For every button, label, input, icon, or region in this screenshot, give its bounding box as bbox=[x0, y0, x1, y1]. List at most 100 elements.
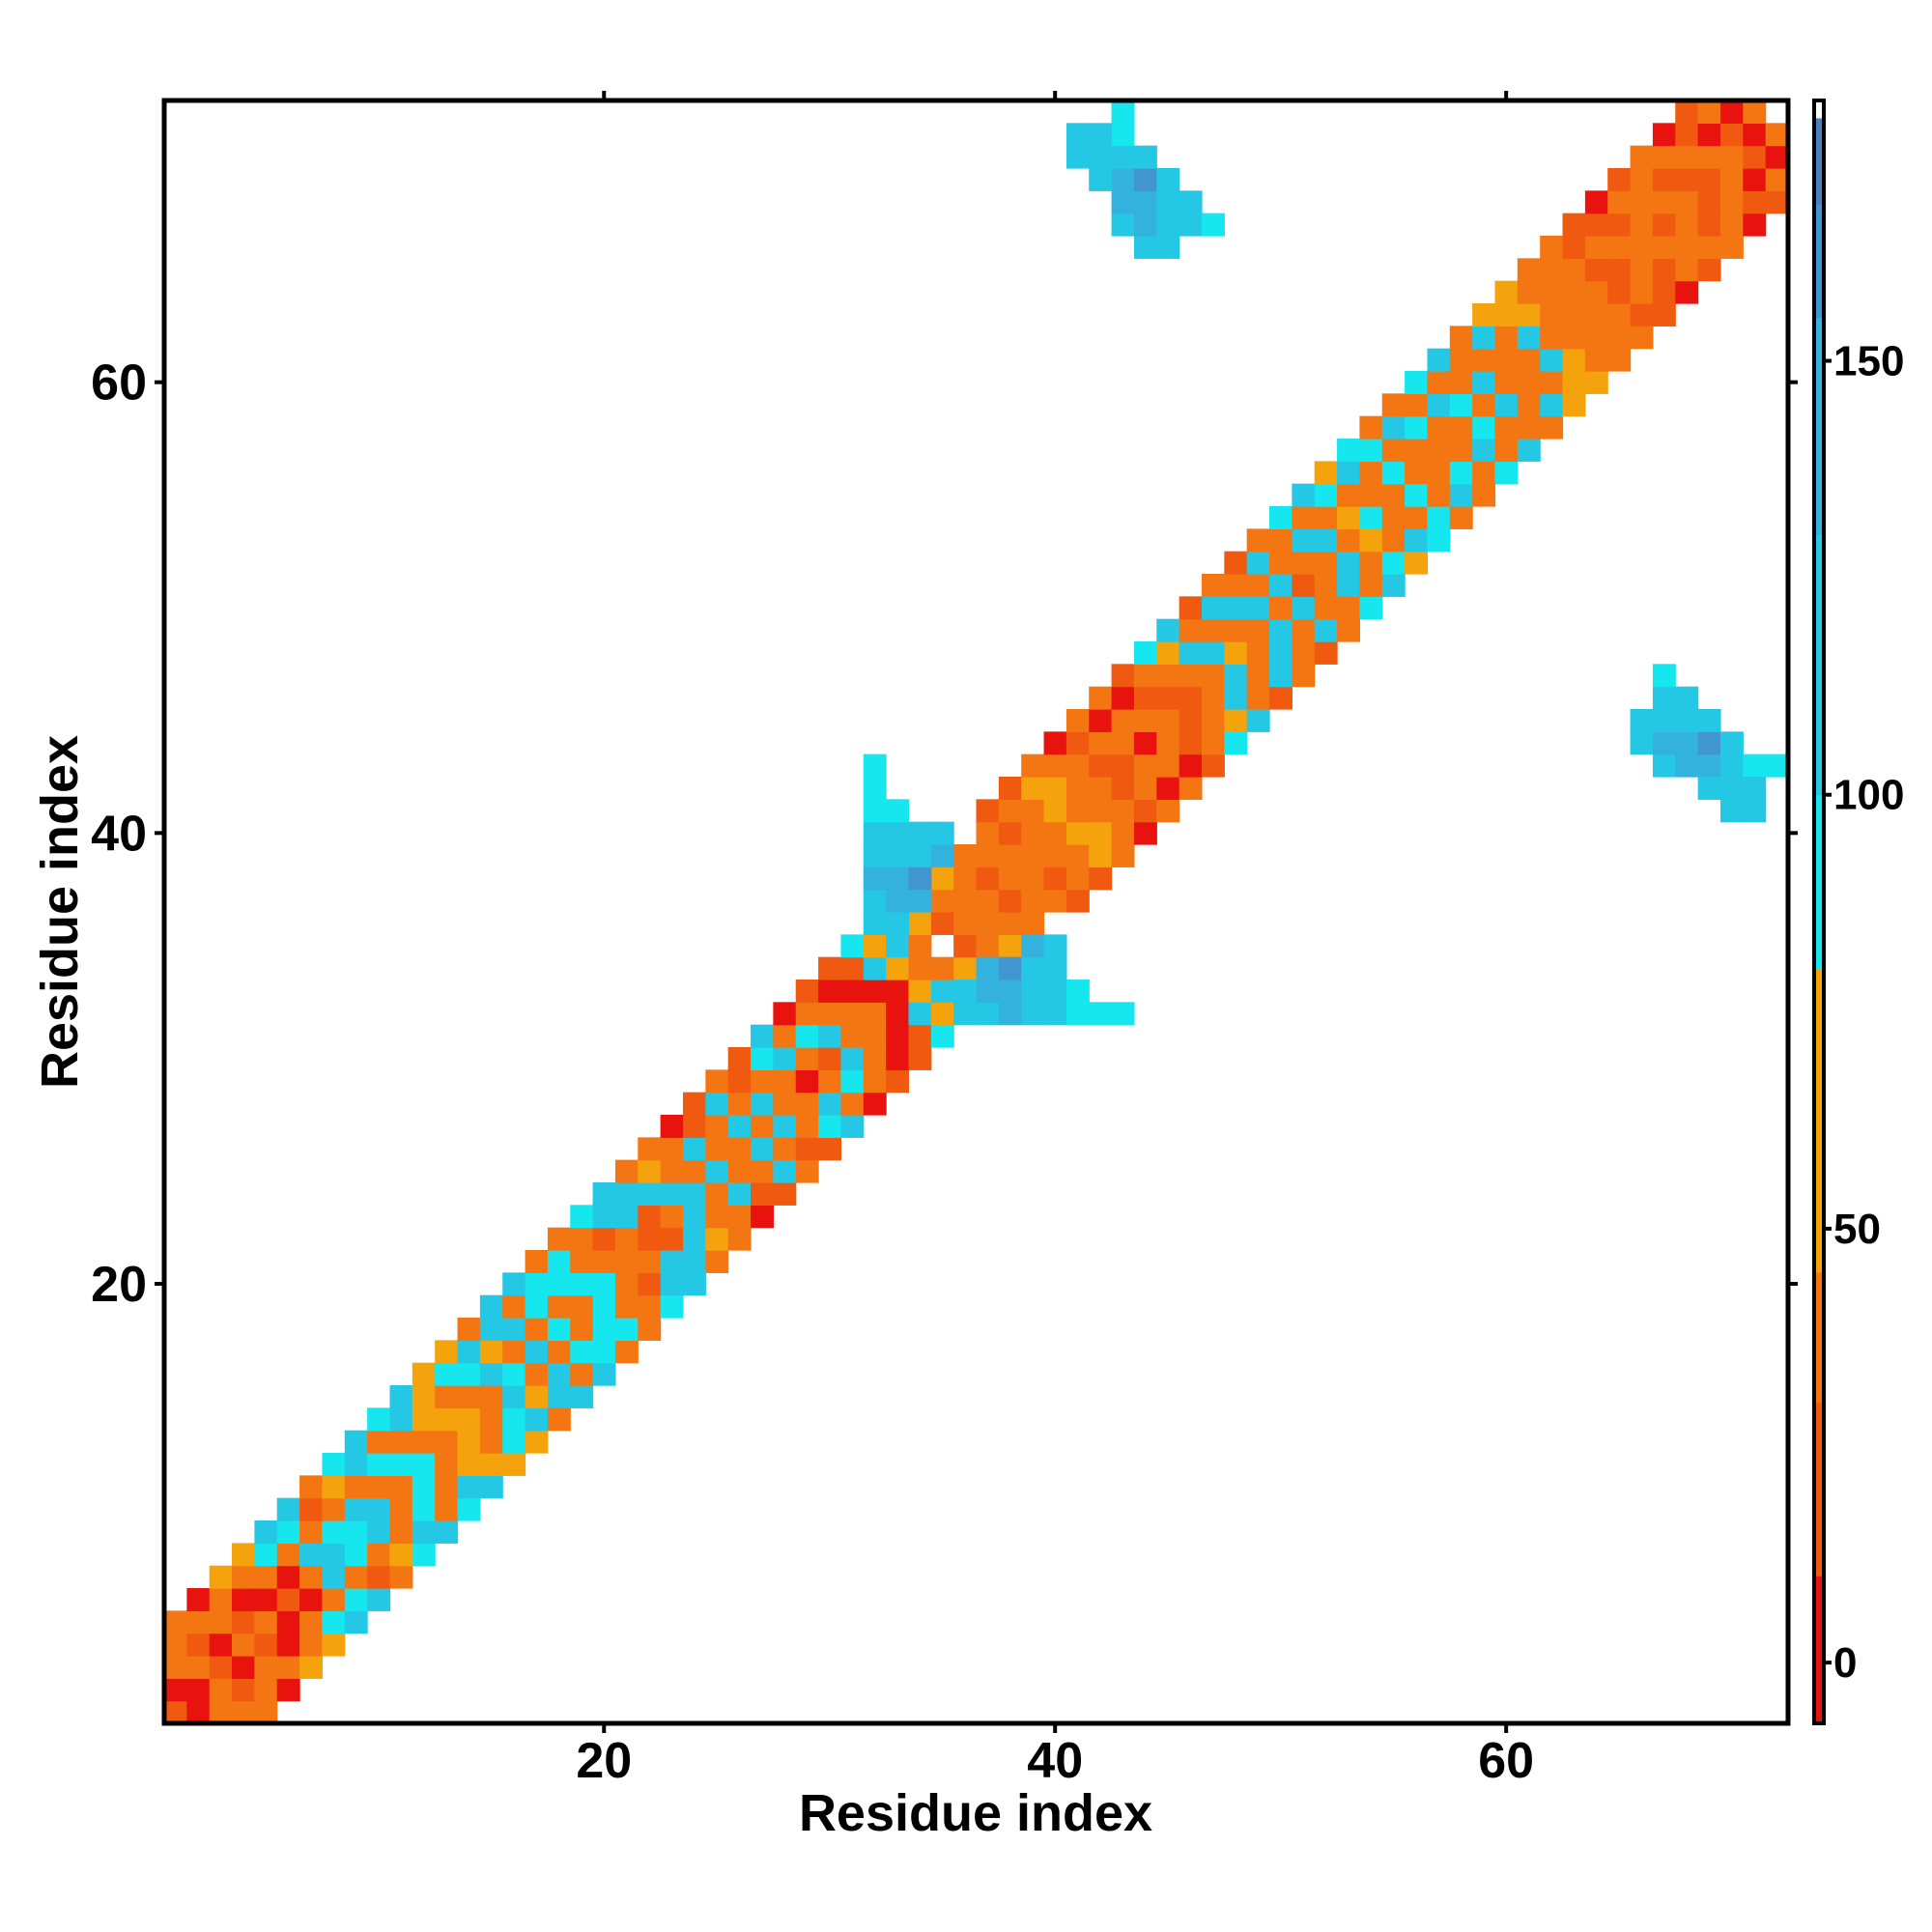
heatmap-cell bbox=[1269, 686, 1293, 710]
heatmap-cell bbox=[1697, 213, 1721, 237]
heatmap-cell bbox=[1089, 799, 1113, 823]
heatmap-cell bbox=[1043, 844, 1067, 867]
heatmap-cell bbox=[953, 980, 978, 1003]
heatmap-cell bbox=[1224, 551, 1248, 575]
heatmap-cell bbox=[1314, 483, 1338, 507]
heatmap-cell bbox=[1133, 168, 1157, 191]
heatmap-cell bbox=[1719, 190, 1744, 214]
plot-frame bbox=[161, 98, 1791, 1726]
heatmap-cell bbox=[1517, 258, 1541, 282]
heatmap-cell bbox=[1089, 686, 1113, 710]
heatmap-cell bbox=[525, 1385, 549, 1408]
heatmap-cell bbox=[863, 821, 887, 845]
heatmap-cell bbox=[525, 1318, 549, 1341]
heatmap-cell bbox=[1043, 980, 1067, 1003]
heatmap-cell bbox=[1269, 596, 1293, 620]
heatmap-cell bbox=[1607, 348, 1632, 372]
heatmap-cell bbox=[1517, 439, 1541, 462]
heatmap-cell bbox=[1179, 686, 1203, 710]
heatmap-cell bbox=[840, 980, 865, 1003]
heatmap-cell bbox=[479, 1430, 503, 1454]
heatmap-cell bbox=[1675, 100, 1699, 124]
heatmap-cell bbox=[1743, 190, 1767, 214]
heatmap-cell bbox=[1719, 100, 1744, 124]
heatmap-cell bbox=[525, 1294, 549, 1319]
heatmap-cell bbox=[412, 1497, 436, 1521]
heatmap-cell bbox=[1427, 415, 1451, 440]
heatmap-cell bbox=[1540, 258, 1564, 282]
heatmap-cell bbox=[1065, 1002, 1090, 1026]
colorbar-segment bbox=[1814, 1402, 1824, 1577]
heatmap-cell bbox=[930, 956, 954, 980]
heatmap-cell bbox=[1652, 753, 1676, 778]
heatmap-cell bbox=[1540, 415, 1564, 440]
heatmap-cell bbox=[1359, 596, 1383, 620]
heatmap-cell bbox=[457, 1430, 481, 1454]
heatmap-cell bbox=[1652, 168, 1676, 191]
heatmap-cell bbox=[276, 1678, 300, 1702]
heatmap-cell bbox=[1607, 303, 1632, 327]
heatmap-cell bbox=[1156, 799, 1180, 823]
heatmap-cell bbox=[1719, 799, 1744, 823]
heatmap-cell bbox=[1246, 709, 1270, 732]
heatmap-cell bbox=[435, 1385, 459, 1408]
heatmap-cell bbox=[1584, 326, 1608, 350]
heatmap-cell bbox=[818, 1137, 842, 1161]
heatmap-cell bbox=[908, 934, 932, 958]
heatmap-cell bbox=[1043, 753, 1067, 778]
heatmap-cell bbox=[322, 1633, 346, 1657]
heatmap-cell bbox=[389, 1543, 413, 1567]
heatmap-cell bbox=[930, 821, 954, 845]
heatmap-cell bbox=[525, 1407, 549, 1432]
heatmap-cell bbox=[1449, 348, 1473, 372]
heatmap-cell bbox=[209, 1656, 233, 1679]
heatmap-cell bbox=[479, 1294, 503, 1319]
heatmap-cell bbox=[435, 1362, 459, 1386]
heatmap-cell bbox=[908, 912, 932, 935]
heatmap-cell bbox=[886, 867, 910, 891]
heatmap-cell bbox=[592, 1272, 616, 1296]
heatmap-cell bbox=[727, 1069, 752, 1094]
heatmap-cell bbox=[1224, 709, 1248, 732]
heatmap-cell bbox=[773, 1182, 797, 1206]
heatmap-cell bbox=[751, 1137, 774, 1161]
heatmap-cell bbox=[1562, 371, 1586, 394]
heatmap-cell bbox=[276, 1656, 300, 1679]
heatmap-cell bbox=[1494, 280, 1519, 304]
heatmap-cell bbox=[660, 1227, 684, 1251]
heatmap-cell bbox=[547, 1340, 571, 1364]
heatmap-cell bbox=[1765, 123, 1789, 147]
heatmap-cell bbox=[1449, 461, 1473, 485]
heatmap-cell bbox=[299, 1588, 324, 1611]
heatmap-cell bbox=[1427, 528, 1451, 553]
heatmap-cell bbox=[1133, 777, 1157, 800]
heatmap-cell bbox=[1607, 258, 1632, 282]
heatmap-cell bbox=[389, 1453, 413, 1476]
heatmap-cell bbox=[953, 956, 978, 980]
heatmap-cell bbox=[1337, 506, 1361, 529]
heatmap-cell bbox=[682, 1115, 706, 1138]
heatmap-cell bbox=[367, 1453, 391, 1476]
heatmap-cell bbox=[682, 1227, 706, 1251]
heatmap-cell bbox=[976, 980, 1000, 1003]
heatmap-cell bbox=[1449, 439, 1473, 462]
heatmap-cell bbox=[479, 1453, 503, 1476]
heatmap-cell bbox=[389, 1565, 413, 1589]
heatmap-cell bbox=[1584, 258, 1608, 282]
heatmap-cell bbox=[570, 1294, 594, 1319]
heatmap-cell bbox=[908, 956, 932, 980]
heatmap-cell bbox=[164, 1700, 187, 1724]
heatmap-cell bbox=[1269, 506, 1293, 529]
heatmap-cell bbox=[276, 1497, 300, 1521]
heatmap-cell bbox=[840, 1047, 865, 1070]
heatmap-cell bbox=[186, 1678, 211, 1702]
heatmap-cell bbox=[1719, 731, 1744, 755]
heatmap-cell bbox=[547, 1227, 571, 1251]
heatmap-cell bbox=[525, 1430, 549, 1454]
heatmap-cell bbox=[886, 821, 910, 845]
heatmap-cell bbox=[1562, 326, 1586, 350]
heatmap-cell bbox=[1111, 753, 1135, 778]
heatmap-cell bbox=[1472, 415, 1496, 440]
heatmap-cell bbox=[1292, 641, 1316, 665]
heatmap-cell bbox=[1246, 664, 1270, 688]
